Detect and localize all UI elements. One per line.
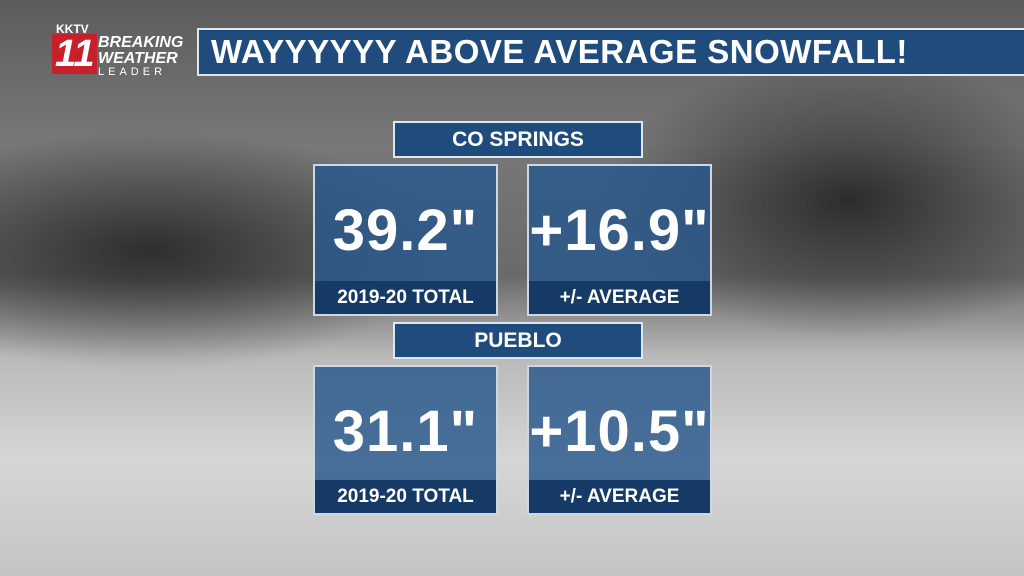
stat-value: 39.2"	[332, 198, 479, 263]
stat-panel: 31.1" 2019-20 TOTAL	[313, 365, 498, 515]
stat-panel: 39.2" 2019-20 TOTAL	[313, 164, 498, 316]
stat-label: +/- AVERAGE	[529, 281, 710, 314]
stat-value: +16.9"	[529, 198, 710, 263]
section-header: CO SPRINGS	[393, 121, 643, 158]
title: WAYYYYYY ABOVE AVERAGE SNOWFALL!	[211, 33, 908, 70]
stat-label: +/- AVERAGE	[529, 480, 710, 513]
logo-line2: WEATHER	[98, 50, 178, 67]
stat-label: 2019-20 TOTAL	[315, 480, 496, 513]
stat-value: +10.5"	[529, 399, 710, 464]
stat-label: 2019-20 TOTAL	[315, 281, 496, 314]
stat-value: 31.1"	[332, 399, 479, 464]
stat-panel: +10.5" +/- AVERAGE	[527, 365, 712, 515]
section-header: PUEBLO	[393, 322, 643, 359]
logo-line3: LEADER	[98, 66, 167, 78]
logo: KKTV 11 BREAKING WEATHER LEADER	[50, 22, 195, 78]
stat-panel: +16.9" +/- AVERAGE	[527, 164, 712, 316]
logo-channel: 11	[52, 34, 98, 74]
logo-station: KKTV	[56, 22, 89, 36]
logo-line1: BREAKING	[98, 34, 184, 51]
title-bar: WAYYYYYY ABOVE AVERAGE SNOWFALL!	[197, 28, 1024, 76]
